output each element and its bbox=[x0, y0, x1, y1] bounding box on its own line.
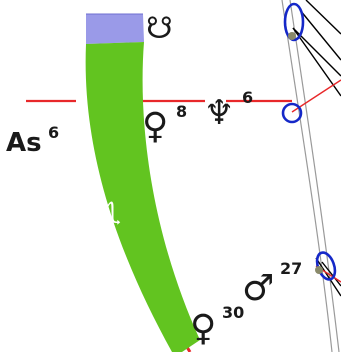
sign-band-upper bbox=[86, 14, 144, 44]
venus-degree: 8 bbox=[176, 102, 187, 121]
scorpio-glyph: ♏ bbox=[96, 196, 121, 229]
sign-band-green bbox=[85, 42, 200, 352]
marker-circle-2 bbox=[283, 2, 305, 42]
venus-glyph: ♀ bbox=[142, 106, 168, 147]
marker-dot-2 bbox=[315, 266, 323, 274]
neptune-glyph: ♆ bbox=[204, 93, 234, 133]
venus-degree-2: 30 bbox=[222, 303, 244, 322]
red-aspect-line bbox=[291, 79, 341, 113]
marker-dot bbox=[288, 32, 296, 40]
south-node-glyph: ☋ bbox=[146, 11, 173, 46]
neptune-degree: 6 bbox=[242, 88, 253, 107]
venus-glyph-2: ♀ bbox=[190, 308, 216, 349]
outer-circle-1 bbox=[281, 0, 333, 352]
aspect-lines bbox=[292, 0, 341, 297]
mars-glyph: ♂ bbox=[242, 268, 274, 309]
ascendant-label: As bbox=[6, 128, 42, 158]
mars-degree: 27 bbox=[280, 259, 302, 278]
outer-circle-2 bbox=[289, 0, 340, 352]
marker-circle-1 bbox=[281, 102, 303, 124]
ascendant-degree: 6 bbox=[48, 123, 59, 142]
